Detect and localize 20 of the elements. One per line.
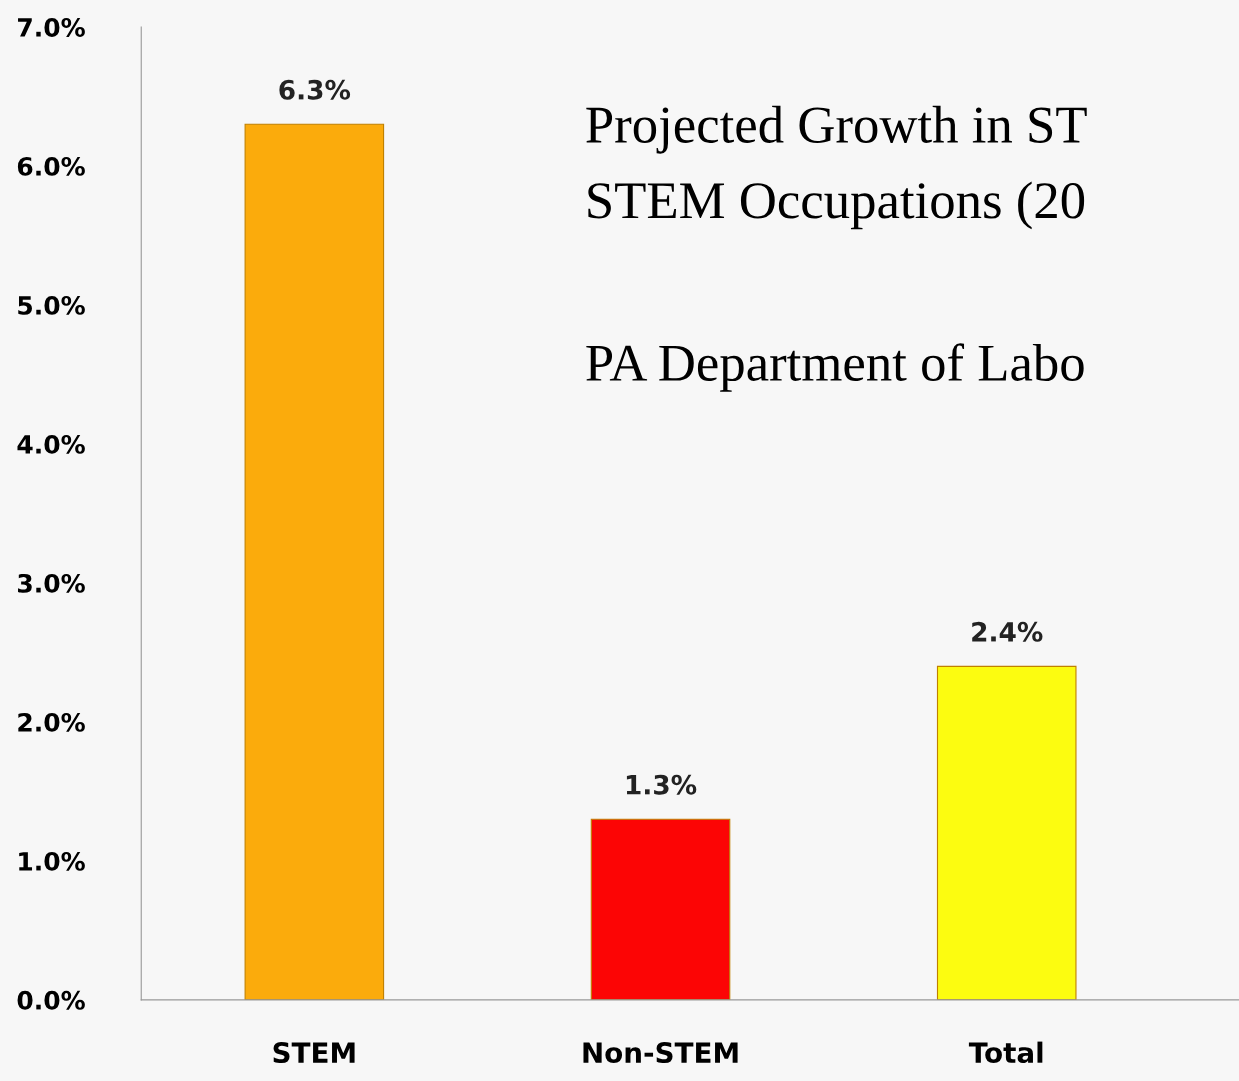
y-tick-label: 1.0% [19,851,85,871]
annotation: PA Department of Labo [586,343,1084,392]
y-tick-label: 2.0% [18,712,85,732]
annotation: Projected Growth in ST [586,105,1087,154]
bar [936,665,1077,1000]
y-tick-label: 6.0% [17,156,85,176]
annotation: STEM Occupations (20 [588,181,1085,230]
data-label: 1.3% [626,774,697,795]
y-tick-label: 7.0% [18,17,85,37]
data-label: 6.3% [279,79,351,100]
bar [244,123,385,1000]
x-tick-label: Non-STEM [583,1042,738,1064]
x-tick-label: STEM [273,1042,355,1064]
y-tick-label: 5.0% [18,295,85,315]
y-tick-label: 4.0% [17,434,85,454]
bar [590,818,731,1000]
data-label: 2.4% [972,621,1043,642]
y-tick-label: 0.0% [17,990,85,1010]
y-tick-label: 3.0% [18,573,85,593]
x-tick-label: Total [968,1041,1043,1064]
